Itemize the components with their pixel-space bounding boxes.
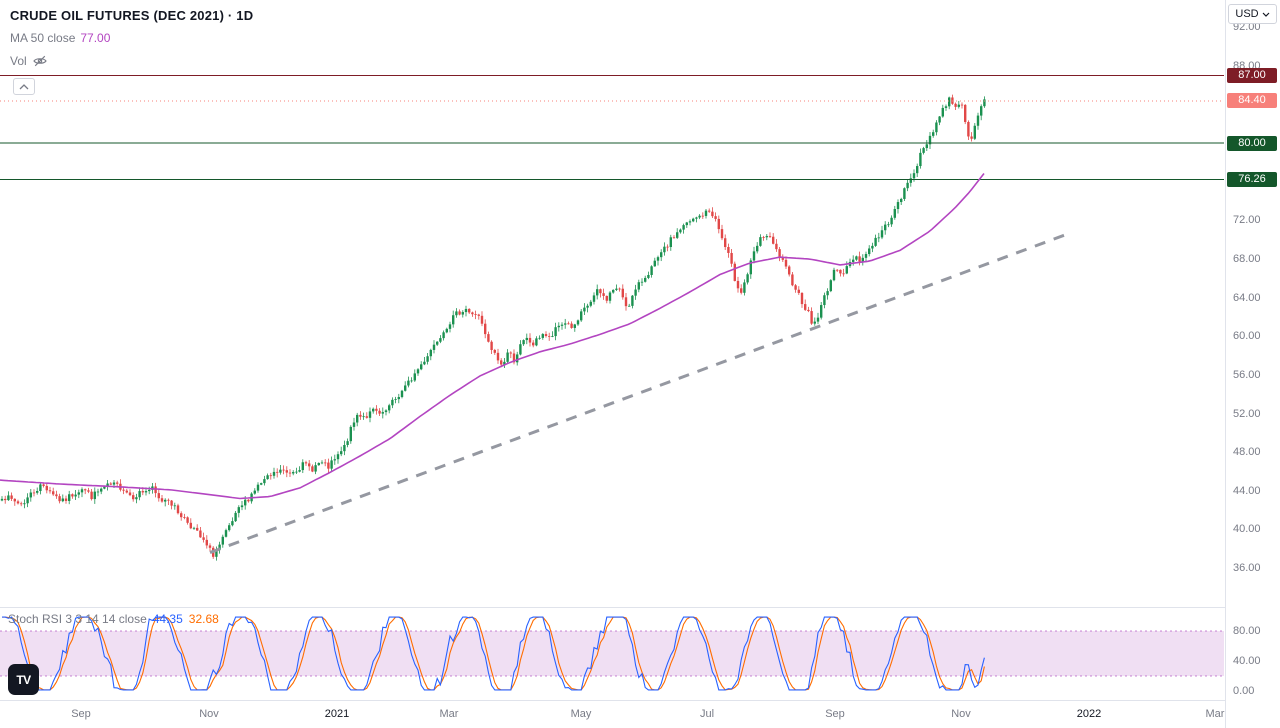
price-axis-label: 92.00	[1233, 21, 1261, 34]
ma-study-row[interactable]: MA 50 close 77.00	[10, 31, 253, 45]
price-axis-label: 48.00	[1233, 446, 1261, 459]
stoch-axis-label: 40.00	[1233, 655, 1261, 667]
time-axis-label: Mar	[1205, 708, 1225, 720]
tradingview-logo[interactable]: TV	[8, 664, 39, 695]
price-axis-label: 64.00	[1233, 291, 1261, 304]
stoch-axis-label: 80.00	[1233, 625, 1261, 637]
price-axis-label: 36.00	[1233, 561, 1261, 574]
price-level-badge: 80.00	[1227, 135, 1277, 151]
main-pane[interactable]	[0, 75, 1224, 561]
stoch-k-line	[2, 616, 985, 691]
price-axis-label: 52.00	[1233, 407, 1261, 420]
currency-selector[interactable]: USD	[1228, 4, 1277, 24]
time-axis-separator	[0, 700, 1280, 701]
tradingview-logo-text: TV	[16, 672, 31, 687]
collapse-legend-button[interactable]	[13, 78, 35, 95]
time-axis[interactable]: Sep Nov 2021 Mar May Jul Sep Nov 2022 Mar	[0, 701, 1280, 728]
stoch-rsi-legend[interactable]: Stoch RSI 3 3 14 14 close 44.35 32.68	[8, 612, 219, 626]
price-axis-label: 68.00	[1233, 253, 1261, 266]
trendline[interactable]	[209, 233, 1066, 554]
time-axis-label: 2022	[1076, 708, 1102, 720]
vol-label: Vol	[10, 54, 27, 68]
price-axis-label: 60.00	[1233, 330, 1261, 343]
time-axis-label: Sep	[71, 708, 91, 720]
stoch-axis-label: 0.00	[1233, 685, 1255, 697]
price-level-badge: 84.40	[1227, 93, 1277, 109]
ma-label: MA 50 close	[10, 31, 76, 45]
price-axis-label: 72.00	[1233, 214, 1261, 227]
chevron-up-icon	[19, 83, 29, 89]
price-axis-label: 44.00	[1233, 484, 1261, 497]
stoch-d-value: 32.68	[188, 612, 219, 626]
price-axis[interactable]: USD 92.00 88.00 72.00 68.00 64.00 60.00 56.00 5…	[1225, 0, 1280, 728]
price-level-badge: 76.26	[1227, 171, 1277, 187]
time-axis-label: Mar	[439, 708, 459, 720]
legend: CRUDE OIL FUTURES (DEC 2021) · 1D MA 50 …	[10, 8, 253, 95]
stoch-k-value: 44.35	[152, 612, 183, 626]
time-axis-label: Nov	[951, 708, 971, 720]
ma50-line[interactable]	[0, 173, 985, 500]
price-level-badge: 87.00	[1227, 68, 1277, 84]
vol-study-row[interactable]: Vol	[10, 53, 253, 69]
time-axis-label: Jul	[699, 708, 715, 720]
chevron-down-icon	[1262, 12, 1270, 17]
time-axis-label: Nov	[199, 708, 219, 720]
time-axis-label: Sep	[825, 708, 845, 720]
price-axis-label: 56.00	[1233, 368, 1261, 381]
currency-label: USD	[1235, 8, 1259, 20]
eye-off-icon[interactable]	[32, 53, 48, 69]
stoch-rsi-label: Stoch RSI 3 3 14 14 close	[8, 612, 147, 626]
symbol-title[interactable]: CRUDE OIL FUTURES (DEC 2021) · 1D	[10, 8, 254, 23]
ma-value: 77.00	[80, 31, 111, 45]
pane-separator[interactable]	[0, 607, 1280, 608]
candles-series	[0, 94, 986, 561]
stoch-rsi-pane[interactable]	[0, 616, 1224, 691]
time-axis-label: May	[570, 708, 592, 720]
price-axis-label: 40.00	[1233, 523, 1261, 536]
stoch-band	[0, 631, 1224, 676]
time-axis-label: 2021	[324, 708, 350, 720]
